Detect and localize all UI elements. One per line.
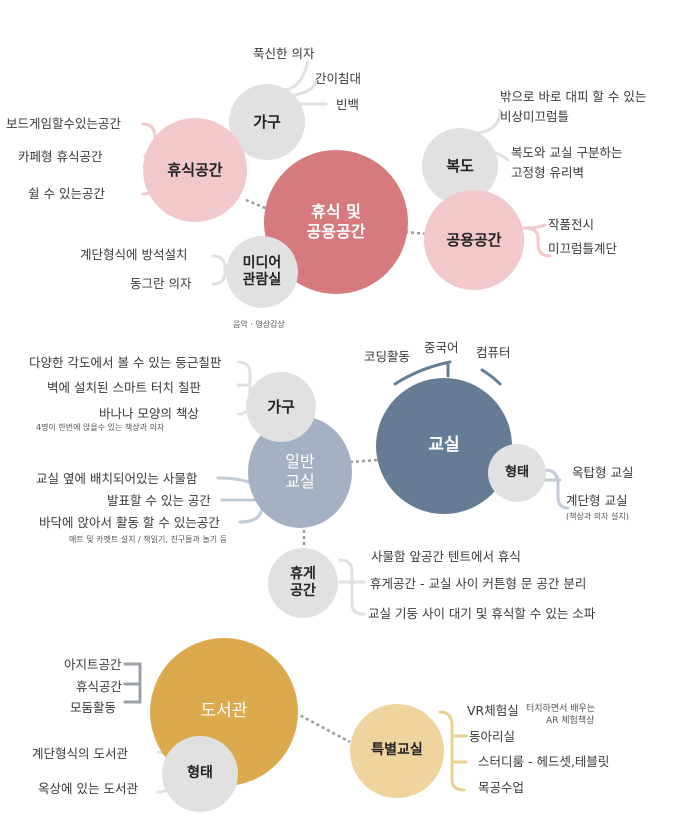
class-rest-title-line1: 휴게 — [290, 565, 316, 582]
class-form-item: 옥탑형 교실 — [572, 465, 634, 480]
library-item: 아지트공간 — [64, 657, 122, 672]
library-form-item: 계단형식의 도서관 — [32, 746, 128, 761]
link-general-classroom — [349, 458, 379, 464]
bracket-special — [438, 710, 468, 792]
special-item: 스터디룸 - 헤드셋,테블릿 — [478, 754, 610, 769]
hallway-item: 밖으로 바로 대피 할 수 있는 — [500, 89, 647, 104]
media-title-line1: 미디어 — [242, 254, 282, 271]
general-item: 바닥에 앉아서 활동 할 수 있는공간 — [39, 515, 220, 530]
library-form-item: 옥상에 있는 도서관 — [38, 781, 138, 796]
general-title-line1: 일반 — [285, 452, 315, 471]
class-furniture-item: 다양한 각도에서 볼 수 있는 둥근칠판 — [29, 355, 222, 370]
bracket-media — [211, 254, 227, 286]
vr-note: 터치하면서 배우는 — [526, 704, 596, 714]
bracket-form — [543, 468, 570, 510]
class-form-item: 계단형 교실 — [566, 493, 628, 508]
classroom-title: 교실 — [428, 435, 460, 456]
bracket-class-rest — [338, 558, 366, 616]
class-form-note: (책상과 의자 설치) — [566, 512, 629, 521]
hallway-title: 복도 — [446, 156, 474, 175]
vr-note: AR 체험책상 — [546, 716, 595, 726]
rest-space-item: 보드게임할수있는공간 — [6, 116, 122, 131]
media-item: 동그란 의자 — [130, 276, 192, 291]
rest-space-item: 쉴 수 있는공간 — [28, 186, 105, 201]
media-note: 음악 · 영상감상 — [233, 320, 285, 329]
link-library-special — [289, 708, 351, 744]
node-classroom: 교실 — [376, 378, 512, 514]
class-rest-item: 교실 기둥 사이 대기 및 휴식할 수 있는 소파 — [368, 606, 596, 621]
class-form-title: 형태 — [505, 464, 529, 480]
library-item: 휴식공간 — [76, 679, 123, 694]
public-item: 미끄럼틀계단 — [548, 241, 618, 256]
rest-space-item: 카페형 휴식공간 — [18, 149, 103, 164]
general-title-line2: 교실 — [285, 472, 315, 491]
media-item: 계단형식에 방석설치 — [80, 247, 188, 262]
link-center-rest — [245, 198, 271, 212]
rest-space-title: 휴식공간 — [167, 160, 223, 179]
subject-item: 코딩활동 — [364, 349, 411, 364]
class-furniture-item: 바나나 모양의 책상 — [99, 406, 199, 421]
center-title-line1: 휴식 및 — [311, 202, 361, 221]
class-furniture-item: 벽에 설치된 스마트 터치 칠판 — [47, 380, 201, 395]
subject-item: 컴퓨터 — [476, 345, 511, 360]
special-title: 특별교실 — [371, 742, 423, 759]
general-item: 교실 옆에 배치되어있는 사물함 — [36, 471, 198, 486]
class-furniture-note: 4명이 한번에 앉을수 있는 책상과 의자 — [36, 423, 165, 432]
bracket-library — [123, 662, 142, 704]
public-space-title: 공용공간 — [446, 230, 502, 249]
general-item: 발표할 수 있는 공간 — [107, 493, 211, 508]
media-title-line2: 관람실 — [242, 272, 282, 288]
special-item: 목공수업 — [478, 780, 525, 795]
special-item: VR체험실 — [467, 703, 519, 718]
node-library-form: 형태 — [162, 736, 238, 812]
bracket-subjects — [393, 360, 502, 386]
class-rest-title-line2: 공간 — [290, 583, 316, 599]
library-item: 모둠활동 — [70, 700, 117, 715]
class-rest-item: 휴게공간 - 교실 사이 커튼형 문 공간 분리 — [370, 576, 587, 591]
center-title-line2: 공용공간 — [306, 222, 366, 241]
hallway-item: 고정형 유리벽 — [511, 165, 584, 180]
node-rest-space: 휴식공간 — [143, 118, 247, 222]
furniture-1-item: 간이침대 — [315, 71, 362, 86]
public-item: 작품전시 — [548, 217, 595, 232]
bracket-public — [522, 223, 552, 258]
node-special-classroom: 특별교실 — [350, 704, 444, 798]
subject-item: 중국어 — [424, 340, 459, 355]
node-class-form: 형태 — [488, 444, 546, 502]
node-class-furniture: 가구 — [246, 372, 316, 442]
library-title: 도서관 — [200, 701, 248, 722]
node-class-rest: 휴게 공간 — [268, 548, 338, 618]
general-note: 매트 및 카펫트 설치 / 책읽기, 친구들과 놀기 등 — [69, 535, 228, 544]
class-furniture-title: 가구 — [267, 397, 295, 416]
furniture-1-title: 가구 — [253, 112, 281, 131]
furniture-1-item: 빈백 — [336, 97, 360, 112]
node-media-room: 미디어 관람실 — [226, 236, 298, 308]
library-form-title: 형태 — [187, 765, 213, 782]
class-rest-item: 사물함 앞공간 텐트에서 휴식 — [371, 549, 521, 564]
furniture-1-item: 푹신한 의자 — [253, 46, 315, 61]
special-item: 동아리실 — [469, 729, 516, 744]
node-public-space: 공용공간 — [424, 190, 524, 290]
hallway-item: 비상미끄럼틀 — [500, 109, 570, 124]
hallway-item: 복도와 교실 구분하는 — [511, 145, 623, 160]
